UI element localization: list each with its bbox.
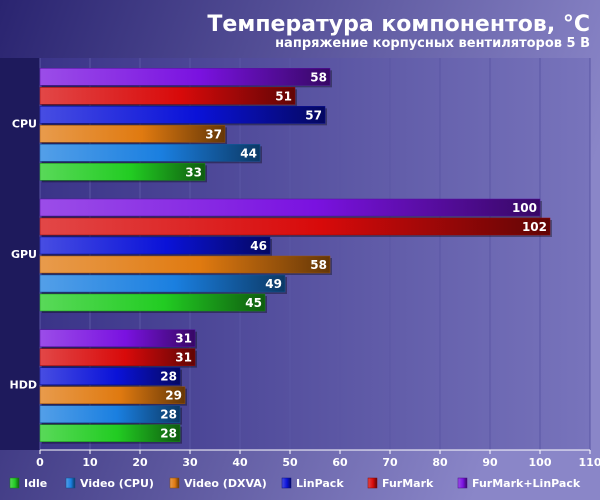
- bar: [39, 405, 181, 423]
- data-label: 58: [310, 70, 327, 84]
- bar: [39, 255, 331, 274]
- chart-title: Температура компонентов, °C: [207, 12, 590, 37]
- legend: Idle Video (CPU) Video (DXVA) LinPack FurMar…: [9, 477, 581, 490]
- data-label: 28: [160, 427, 177, 441]
- chart-subtitle: напряжение корпусных вентиляторов 5 В: [275, 36, 590, 51]
- legend-swatch: [281, 477, 292, 489]
- data-label: 100: [512, 201, 537, 215]
- legend-label: Video (CPU): [80, 477, 154, 490]
- data-label: 28: [160, 370, 177, 384]
- data-label: 102: [522, 220, 547, 234]
- bar: [39, 144, 261, 162]
- x-tick-label: 80: [432, 456, 448, 469]
- data-label: 31: [175, 332, 192, 346]
- bar: [39, 367, 181, 385]
- x-tick-label: 40: [232, 456, 248, 469]
- data-label: 45: [245, 296, 262, 310]
- x-tick-labels: 0 10 20 30 40 50 60 70 80 90 100 110: [36, 449, 600, 469]
- bar: [39, 198, 541, 217]
- legend-swatch: [457, 477, 468, 489]
- data-label: 49: [265, 277, 282, 291]
- data-label: 28: [160, 408, 177, 422]
- data-label: 46: [250, 239, 267, 253]
- category-label: HDD: [10, 379, 37, 392]
- legend-label: FurMark: [382, 477, 434, 490]
- legend-swatch: [367, 477, 378, 489]
- x-tick-label: 20: [132, 456, 148, 469]
- bar: [39, 163, 206, 181]
- x-tick-label: 50: [282, 456, 298, 469]
- x-tick-label: 70: [382, 456, 398, 469]
- bar: [39, 106, 326, 124]
- x-tick-label: 100: [529, 456, 552, 469]
- legend-label: Video (DXVA): [184, 477, 267, 490]
- bar: [39, 87, 296, 105]
- x-tick-label: 10: [82, 456, 98, 469]
- category-panel: [0, 58, 40, 450]
- data-label: 37: [205, 127, 222, 141]
- category-label: CPU: [12, 117, 37, 130]
- data-label: 51: [275, 89, 292, 103]
- category-labels: CPU GPU HDD: [10, 117, 37, 391]
- legend-label: Idle: [24, 477, 47, 490]
- legend-swatch: [169, 477, 180, 489]
- x-tick-label: 30: [182, 456, 198, 469]
- bar: [39, 348, 196, 366]
- x-tick-label: 90: [482, 456, 498, 469]
- data-label: 58: [310, 258, 327, 272]
- data-label: 57: [305, 108, 322, 122]
- bar: [39, 424, 181, 442]
- bar: [39, 236, 271, 255]
- x-tick-label: 60: [332, 456, 348, 469]
- legend-label: LinPack: [296, 477, 344, 490]
- bar: [39, 125, 226, 143]
- legend-swatch: [65, 477, 76, 489]
- bar: [39, 293, 266, 312]
- data-label: 44: [240, 146, 257, 160]
- bar: [39, 329, 196, 347]
- category-label: GPU: [11, 248, 37, 261]
- bar: [39, 68, 331, 86]
- data-label: 31: [175, 351, 192, 365]
- bar: [39, 274, 286, 293]
- legend-swatch: [9, 477, 20, 489]
- legend-label: FurMark+LinPack: [472, 477, 581, 490]
- bar: [39, 217, 551, 236]
- x-tick-label: 110: [579, 456, 600, 469]
- bar: [39, 386, 186, 404]
- data-label: 29: [165, 389, 182, 403]
- data-label: 33: [185, 165, 202, 179]
- x-tick-label: 0: [36, 456, 44, 469]
